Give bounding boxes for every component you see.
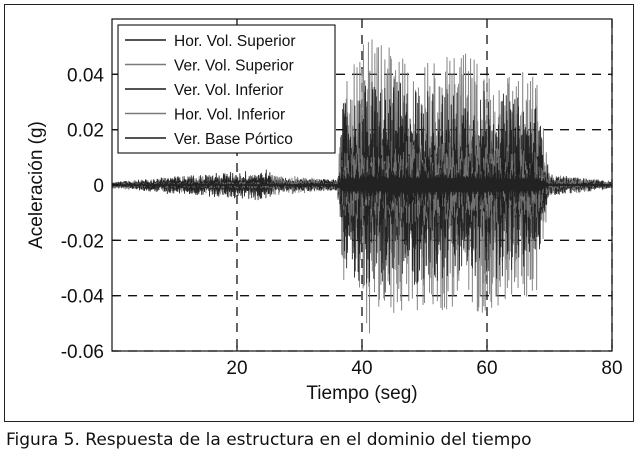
y-axis-label: Aceleración (g) [26,121,47,249]
x-tick-label: 60 [476,358,497,379]
legend-entry: Ver. Base Pórtico [174,131,293,148]
legend-entry: Hor. Vol. Inferior [174,107,285,124]
figure-frame: 20 40 60 80 -0.06 -0.04 -0.02 0 0.02 0.04 Hor. Vo… [4,4,634,422]
y-tick-label: 0.02 [67,121,104,142]
series-layer [112,39,612,334]
y-tick-label: 0.04 [67,65,104,86]
legend-entry: Ver. Vol. Superior [174,58,294,75]
x-tick-label: 80 [601,358,622,379]
legend: Hor. Vol. Superior Ver. Vol. Superior Ver.… [117,24,336,154]
series-line-5 [112,157,612,213]
x-tick-label: 40 [351,358,372,379]
y-tick-label: 0 [93,176,104,197]
x-tick-label: 20 [226,358,247,379]
y-tick-label: -0.04 [61,287,105,308]
x-axis-label: Tiempo (seg) [306,383,417,404]
acceleration-time-chart: 20 40 60 80 -0.06 -0.04 -0.02 0 0.02 0.04 Hor. Vo… [26,18,623,404]
legend-entry: Hor. Vol. Superior [174,33,295,50]
y-tick-label: -0.02 [61,231,104,252]
y-tick-label: -0.06 [61,342,104,363]
figure-caption: Figura 5. Respuesta de la estructura en … [6,430,532,450]
legend-entry: Ver. Vol. Inferior [174,82,283,99]
axis-ticks: 20 40 60 80 -0.06 -0.04 -0.02 0 0.02 0.04 [61,65,623,379]
